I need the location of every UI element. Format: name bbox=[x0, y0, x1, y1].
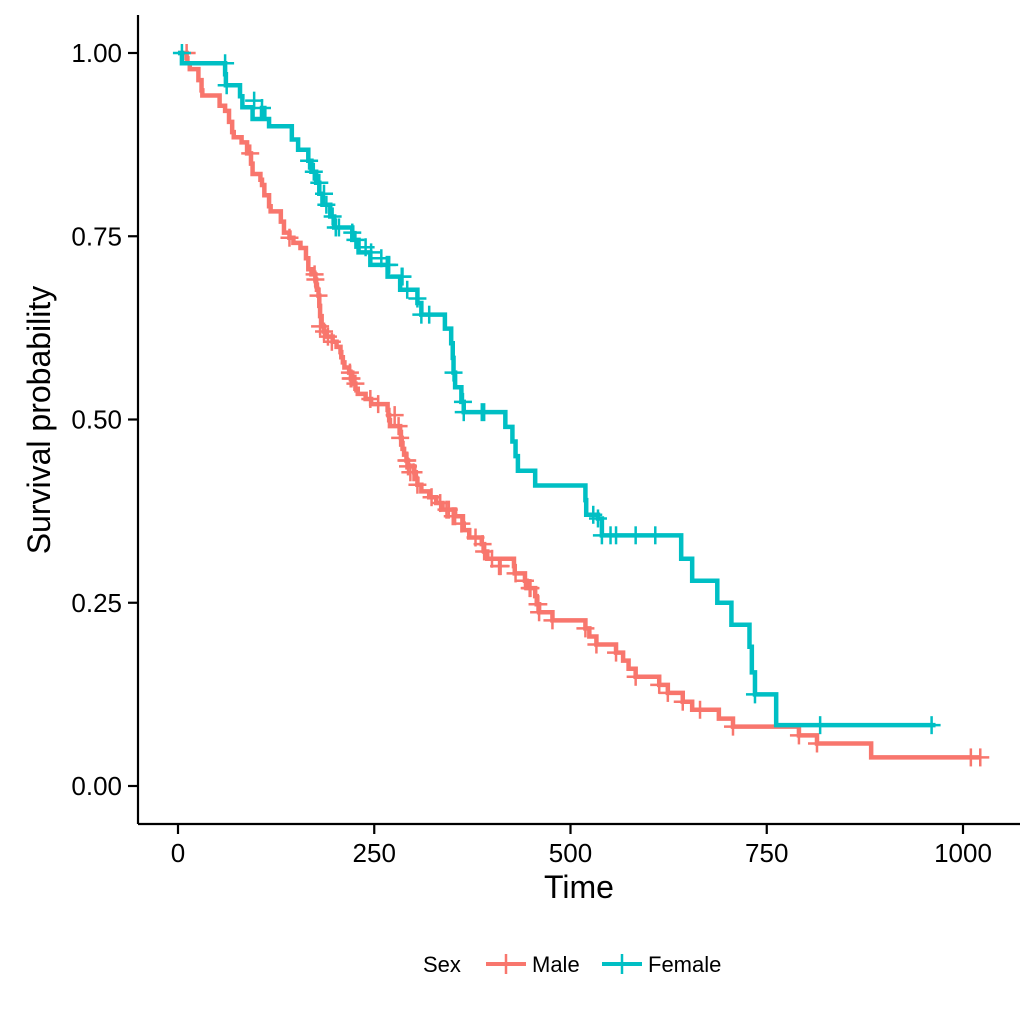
survival-curve-female bbox=[178, 50, 936, 728]
y-tick-label: 0.75 bbox=[71, 221, 122, 251]
x-tick-label: 250 bbox=[353, 838, 396, 868]
y-axis-ticks: 0.00 0.25 0.50 0.75 1.00 bbox=[71, 38, 138, 801]
legend-female-label: Female bbox=[648, 952, 721, 977]
x-tick-label: 500 bbox=[549, 838, 592, 868]
x-axis-title: Time bbox=[544, 869, 614, 905]
y-tick-label: 0.50 bbox=[71, 405, 122, 435]
x-tick-label: 0 bbox=[171, 838, 185, 868]
legend: Sex Male Female bbox=[423, 952, 721, 977]
y-tick-label: 0.25 bbox=[71, 588, 122, 618]
legend-item-female: Female bbox=[602, 952, 721, 977]
plot-area bbox=[172, 44, 990, 767]
x-tick-label: 750 bbox=[745, 838, 788, 868]
legend-male-label: Male bbox=[532, 952, 580, 977]
legend-item-male: Male bbox=[486, 952, 580, 977]
y-axis-title: Survival probability bbox=[21, 286, 57, 555]
x-axis-ticks: 0 250 500 750 1000 bbox=[171, 824, 992, 868]
x-tick-label: 1000 bbox=[934, 838, 992, 868]
survival-curve-male bbox=[178, 50, 981, 760]
legend-title: Sex bbox=[423, 952, 461, 977]
y-tick-label: 1.00 bbox=[71, 38, 122, 68]
y-tick-label: 0.00 bbox=[71, 771, 122, 801]
